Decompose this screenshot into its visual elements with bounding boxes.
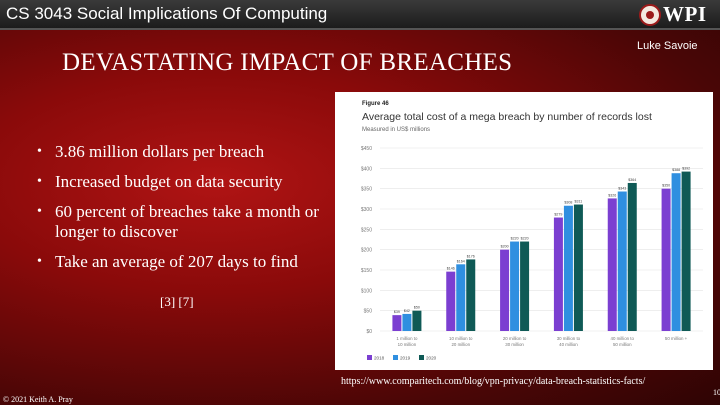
- wpi-logo: WPI: [639, 2, 707, 27]
- wpi-logo-text: WPI: [663, 2, 707, 26]
- x-tick-label: 50 million +: [665, 336, 688, 341]
- x-tick-label: 40 million: [559, 342, 578, 347]
- legend-label: 2019: [400, 356, 411, 361]
- data-label: $279: [554, 213, 562, 217]
- x-tick-label: 10 million: [398, 342, 417, 347]
- chart-title: Average total cost of a mega breach by n…: [362, 111, 652, 123]
- bar: [392, 315, 402, 331]
- bullet-item: 60 percent of breaches take a month or l…: [37, 202, 327, 242]
- data-label: $308: [564, 201, 572, 205]
- page-number: 10: [713, 389, 720, 397]
- y-tick-label: $200: [361, 248, 372, 254]
- bar: [520, 241, 530, 331]
- x-tick-label: 20 million to: [503, 336, 527, 341]
- data-label: $350: [662, 184, 670, 188]
- bar: [402, 313, 412, 331]
- slide-title: DEVASTATING IMPACT OF BREACHES: [62, 49, 513, 76]
- title-bar: CS 3043 Social Implications Of Computing…: [0, 0, 720, 30]
- legend-swatch: [419, 355, 424, 360]
- x-tick-label: 40 million to: [611, 336, 635, 341]
- y-tick-label: $250: [361, 227, 372, 233]
- bar: [617, 191, 627, 331]
- source-url[interactable]: https://www.comparitech.com/blog/vpn-pri…: [341, 376, 646, 387]
- bar: [661, 188, 671, 331]
- y-tick-label: $0: [366, 329, 372, 335]
- legend-label: 2018: [374, 356, 385, 361]
- bar: [466, 259, 476, 331]
- course-title: CS 3043 Social Implications Of Computing: [6, 4, 328, 23]
- data-label: $220: [511, 237, 519, 241]
- data-label: $42: [404, 309, 410, 313]
- bar: [627, 182, 637, 331]
- x-tick-label: 50 million: [613, 342, 632, 347]
- legend-swatch: [393, 355, 398, 360]
- data-label: $50: [414, 306, 420, 310]
- bullet-item: Increased budget on data security: [37, 172, 327, 192]
- author-name: Luke Savoie: [637, 40, 698, 52]
- data-label: $326: [608, 193, 616, 197]
- x-tick-label: 1 million to: [396, 336, 418, 341]
- y-tick-label: $150: [361, 268, 372, 274]
- copyright: © 2021 Keith A. Pray: [3, 395, 73, 404]
- bar: [446, 271, 456, 331]
- wpi-seal-icon: [639, 3, 661, 26]
- data-label: $39: [394, 310, 400, 314]
- bullet-item: Take an average of 207 days to find: [37, 252, 327, 272]
- data-label: $220: [521, 237, 529, 241]
- bar: [553, 217, 563, 331]
- data-label: $311: [575, 200, 583, 204]
- bar: [573, 204, 583, 331]
- data-label: $364: [628, 178, 636, 182]
- citation: [3] [7]: [160, 294, 194, 309]
- bar-chart: $0 $50 $100 $150 $200 $250 $300 $350 $400 $450 $39…: [361, 146, 703, 361]
- bar: [412, 310, 422, 331]
- bullet-list: 3.86 million dollars per breach Increase…: [37, 142, 327, 282]
- x-tick-label: 20 million: [451, 342, 470, 347]
- data-label: $146: [447, 267, 455, 271]
- bar: [607, 198, 617, 331]
- x-tick-label: 30 million: [505, 342, 524, 347]
- y-tick-label: $50: [364, 309, 373, 315]
- data-label: $200: [501, 245, 509, 249]
- data-label: $343: [618, 187, 626, 191]
- legend-swatch: [367, 355, 372, 360]
- bullet-item: 3.86 million dollars per breach: [37, 142, 327, 162]
- x-tick-label: 10 million to: [449, 336, 473, 341]
- bar: [563, 205, 573, 331]
- data-label: $392: [682, 167, 690, 171]
- chart-subtitle: Measured in US$ millions: [362, 127, 431, 133]
- y-tick-label: $100: [361, 288, 372, 294]
- y-tick-label: $450: [361, 146, 372, 152]
- data-label: $176: [467, 254, 475, 258]
- data-label: $388: [672, 168, 680, 172]
- bar: [671, 173, 681, 331]
- y-tick-label: $300: [361, 207, 372, 213]
- bar: [510, 241, 520, 331]
- chart-figure: Figure 46 Average total cost of a mega b…: [335, 92, 713, 370]
- x-tick-label: 30 million to: [557, 336, 581, 341]
- legend-label: 2020: [426, 356, 437, 361]
- y-tick-label: $350: [361, 187, 372, 193]
- data-label: $164: [457, 259, 465, 263]
- bar: [681, 171, 691, 331]
- bar: [456, 264, 466, 331]
- y-tick-label: $400: [361, 166, 372, 172]
- bar: [500, 249, 510, 331]
- figure-label: Figure 46: [362, 101, 389, 107]
